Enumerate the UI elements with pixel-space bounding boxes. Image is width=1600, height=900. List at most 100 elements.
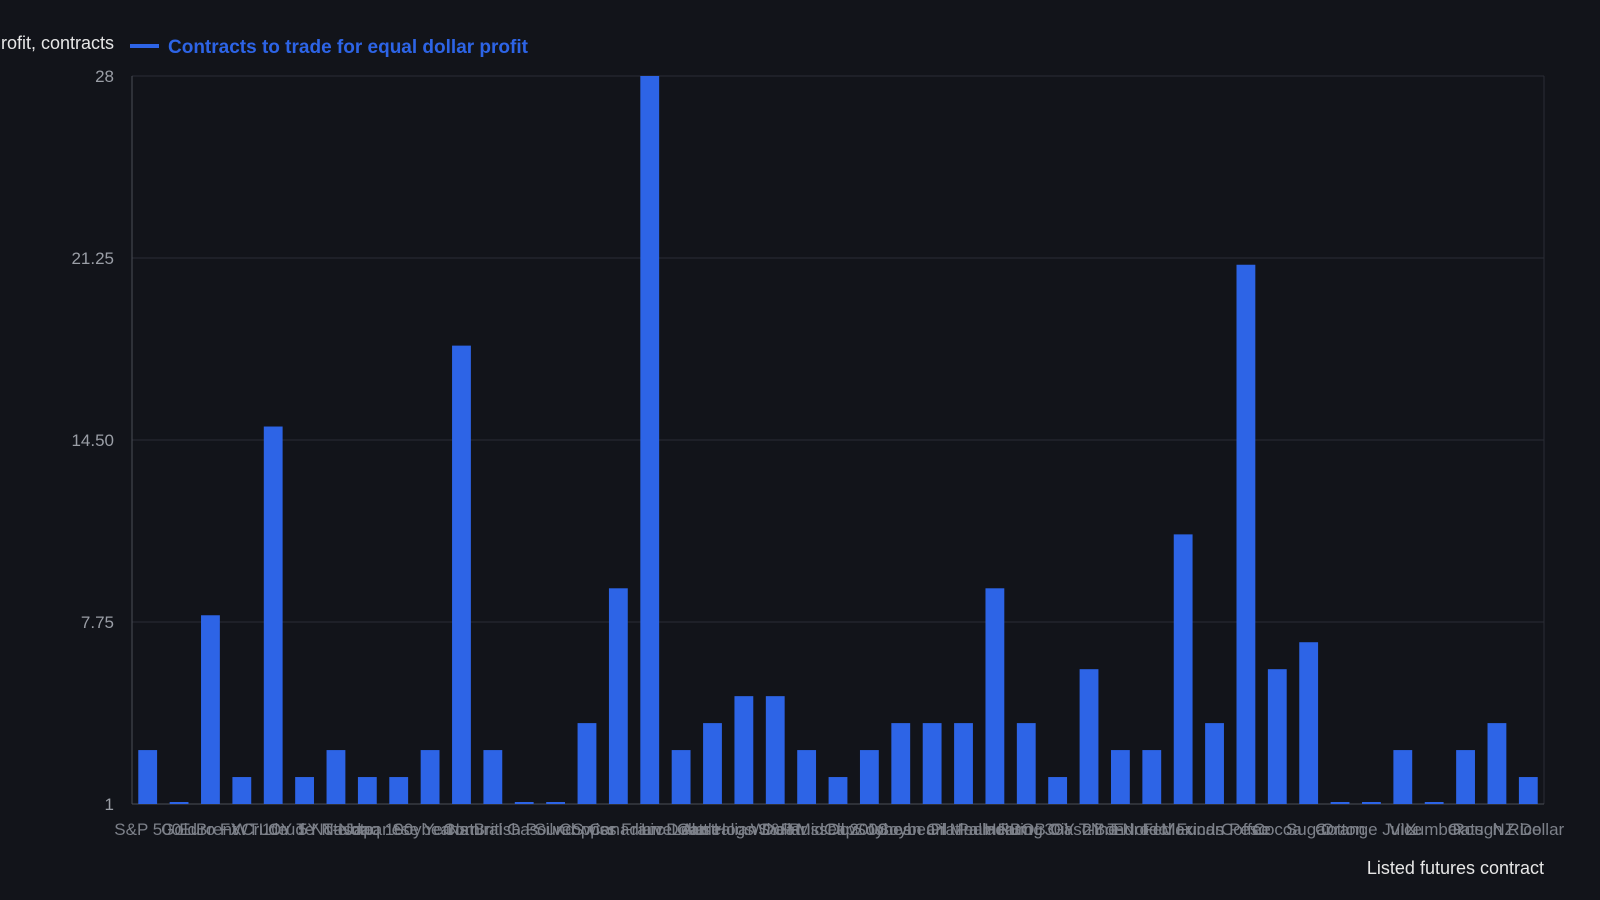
y-tick-label: 14.50 — [71, 431, 114, 450]
x-tick-label: Live Cattle — [641, 820, 721, 839]
bar[interactable] — [797, 750, 817, 804]
bar[interactable] — [546, 802, 566, 804]
x-tick-label: Soybean Meal — [878, 820, 987, 839]
x-tick-label: Soybean Oil — [854, 820, 947, 839]
x-tick-label: Lumber — [1405, 820, 1463, 839]
x-tick-label: Orange Juice — [1321, 820, 1422, 839]
x-tick-label: Russell 2000 — [789, 820, 887, 839]
x-tick-label: Platinum — [930, 820, 996, 839]
x-tick-label: Natural Gas — [447, 820, 538, 839]
bar[interactable] — [514, 802, 534, 804]
x-tick-label: 2Y T-Note — [1082, 820, 1158, 839]
x-tick-label: S&P 500 — [114, 820, 181, 839]
x-tick-label: British Pound — [474, 820, 575, 839]
bar[interactable] — [985, 588, 1005, 804]
x-tick-label: Dow Jones — [827, 820, 911, 839]
bar[interactable] — [891, 723, 911, 804]
bar[interactable] — [452, 345, 471, 804]
x-tick-label: Canadian Dollar — [589, 820, 711, 839]
bar[interactable] — [201, 615, 220, 804]
x-tick-label: Coffee — [1221, 820, 1271, 839]
x-tick-label: Brent Crude — [196, 820, 288, 839]
bar[interactable] — [138, 750, 158, 804]
x-tick-label: Lean Hogs — [671, 820, 753, 839]
x-tick-label: Heating Oil — [984, 820, 1068, 839]
y-tick-label: 28 — [95, 67, 114, 86]
bar[interactable] — [703, 723, 722, 804]
bar[interactable] — [389, 777, 409, 804]
bar[interactable] — [1330, 802, 1350, 804]
bar[interactable] — [1236, 264, 1256, 805]
x-tick-label: VIX — [1389, 820, 1416, 839]
y-tick-label: 21.25 — [71, 249, 114, 268]
x-tick-label: Silver — [534, 820, 577, 839]
bar[interactable] — [1456, 750, 1475, 804]
x-tick-label: Fed Funds — [1143, 820, 1224, 839]
x-tick-label: 5Y T-Note — [298, 820, 374, 839]
bar[interactable] — [577, 723, 597, 804]
x-tick-label: 10Y T-Note — [262, 820, 347, 839]
bar[interactable] — [1079, 669, 1099, 804]
bar[interactable] — [483, 750, 503, 804]
x-tick-label: Eurodollar — [1113, 820, 1191, 839]
x-tick-label: RBOB Gasoline — [998, 820, 1118, 839]
bar[interactable] — [859, 750, 879, 804]
x-tick-label: NZ Dollar — [1492, 820, 1564, 839]
x-tick-label: Palladium — [958, 820, 1033, 839]
x-tick-label: S&P MidCap — [758, 820, 855, 839]
bar[interactable] — [232, 777, 252, 804]
x-tick-label: 30Y T-Bond — [1044, 820, 1133, 839]
bar[interactable] — [640, 76, 660, 804]
x-tick-label: WTI Crude — [232, 820, 314, 839]
x-tick-label: Australian Dollar — [681, 820, 806, 839]
bar[interactable] — [295, 777, 314, 804]
x-tick-label: Oats — [1448, 820, 1484, 839]
y-tick-layer: 1 7.75 14.50 21.25 28 — [71, 67, 114, 814]
bar[interactable] — [765, 696, 785, 804]
bar[interactable] — [1142, 750, 1162, 804]
bar[interactable] — [357, 777, 377, 804]
bar[interactable] — [1110, 750, 1130, 804]
bar[interactable] — [922, 723, 942, 804]
x-axis-label: Listed futures contract — [1367, 858, 1544, 878]
x-tick-label: Mexican Peso — [1161, 820, 1268, 839]
x-tick-label: Sugar — [1286, 820, 1332, 839]
x-tick-label: Wheat — [751, 820, 800, 839]
bar[interactable] — [1487, 723, 1507, 804]
bar[interactable] — [169, 802, 189, 804]
x-tick-label: Cocoa — [1253, 820, 1303, 839]
bar[interactable] — [1048, 777, 1068, 804]
bar[interactable] — [1016, 723, 1036, 804]
bar[interactable] — [1267, 669, 1287, 804]
x-tick-label: Gold — [161, 820, 197, 839]
x-tick-label: Rough Rice — [1453, 820, 1542, 839]
y-tick-label: 7.75 — [81, 613, 114, 632]
y-tick-label: 1 — [105, 795, 114, 814]
bar[interactable] — [671, 750, 691, 804]
bar[interactable] — [1518, 777, 1538, 804]
bars-layer — [138, 76, 1538, 805]
bar[interactable] — [1424, 802, 1444, 804]
bar[interactable] — [608, 588, 628, 804]
x-tick-label: Euro FX — [179, 820, 241, 839]
bar[interactable] — [954, 723, 973, 804]
bar[interactable] — [1393, 750, 1413, 804]
bar[interactable] — [1362, 802, 1381, 804]
bar[interactable] — [734, 696, 754, 804]
bar[interactable] — [326, 750, 346, 804]
bar[interactable] — [420, 750, 440, 804]
x-tick-label: Copper — [559, 820, 615, 839]
bar[interactable] — [1299, 642, 1319, 804]
x-tick-label: Nasdaq 100 — [321, 820, 413, 839]
bar[interactable] — [1173, 534, 1193, 804]
legend-entry-label: Contracts to trade for equal dollar prof… — [168, 37, 529, 58]
bar[interactable] — [828, 777, 848, 804]
x-tick-label: Cotton — [1315, 820, 1365, 839]
x-tick-label: Soybeans — [392, 820, 468, 839]
x-tick-label: Swiss Franc — [572, 820, 665, 839]
bar[interactable] — [263, 426, 283, 804]
bar[interactable] — [1205, 723, 1224, 804]
